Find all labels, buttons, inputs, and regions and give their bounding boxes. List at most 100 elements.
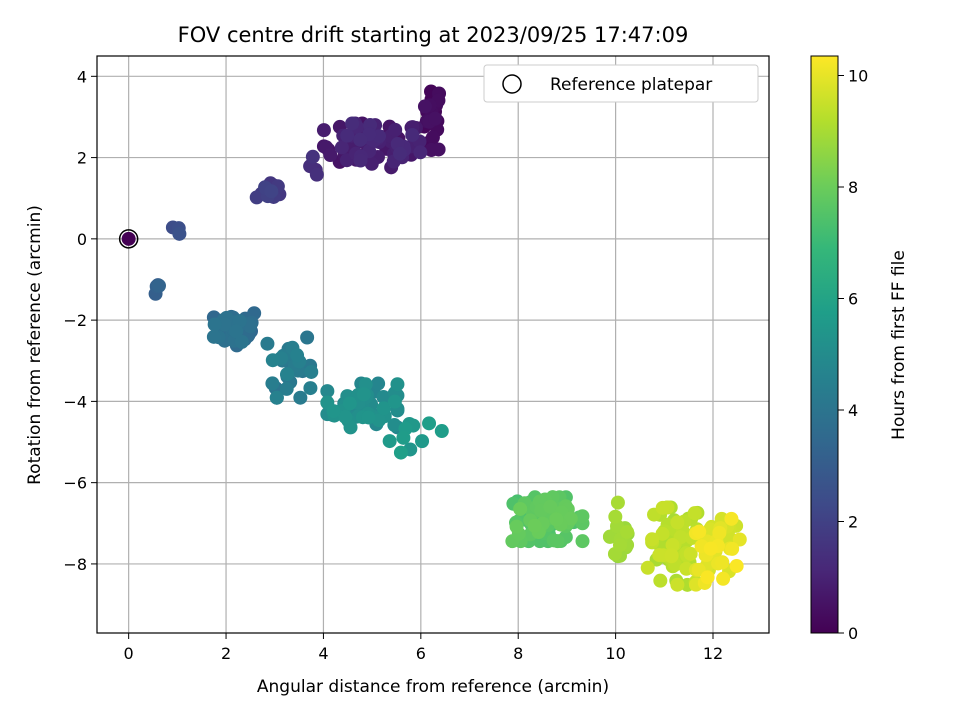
scatter-point xyxy=(217,317,232,332)
scatter-point xyxy=(388,122,403,137)
x-tick-label: 4 xyxy=(318,644,328,663)
scatter-point xyxy=(602,529,617,544)
scatter-point xyxy=(575,534,590,549)
scatter-point xyxy=(716,571,731,586)
scatter-point xyxy=(417,99,432,114)
x-tick-label: 8 xyxy=(513,644,523,663)
scatter-point xyxy=(376,401,391,416)
scatter-point xyxy=(279,381,294,396)
scatter-point xyxy=(371,413,386,428)
scatter-point xyxy=(172,226,187,241)
scatter-point xyxy=(353,153,368,168)
scatter-point xyxy=(265,353,280,368)
scatter-point xyxy=(316,123,331,138)
scatter-point xyxy=(434,424,449,439)
x-tick-label: 0 xyxy=(124,644,134,663)
scatter-point xyxy=(265,376,280,391)
x-tick-label: 10 xyxy=(605,644,625,663)
colorbar-tick-label: 2 xyxy=(848,513,858,532)
scatter-point xyxy=(703,541,718,556)
scatter-point xyxy=(715,555,730,570)
scatter-point xyxy=(655,526,670,541)
x-tick-label: 2 xyxy=(221,644,231,663)
scatter-point xyxy=(340,128,355,143)
colorbar-tick-label: 6 xyxy=(848,290,858,309)
scatter-point xyxy=(725,541,740,556)
y-tick-label: 0 xyxy=(77,230,87,249)
scatter-point xyxy=(509,519,524,534)
scatter-point xyxy=(692,524,707,539)
y-tick-label: −8 xyxy=(63,555,87,574)
scatter-point xyxy=(413,145,428,160)
scatter-point xyxy=(415,434,430,449)
y-tick-label: −2 xyxy=(63,311,87,330)
scatter-point xyxy=(293,390,308,405)
scatter-point xyxy=(670,577,685,592)
scatter-point xyxy=(343,420,358,435)
scatter-point xyxy=(151,278,166,293)
scatter-point xyxy=(655,500,670,515)
legend-label: Reference platepar xyxy=(550,75,712,95)
colorbar-tick-label: 10 xyxy=(848,67,868,86)
scatter-point xyxy=(382,434,397,449)
scatter-point xyxy=(683,546,698,561)
colorbar-label: Hours from first FF file xyxy=(889,250,909,440)
colorbar-tick-label: 4 xyxy=(848,401,858,420)
scatter-point xyxy=(361,410,376,425)
scatter-point xyxy=(422,416,437,431)
scatter-point xyxy=(229,324,244,339)
axis-ticks: 0 2 4 6 8 10 12 −8 −6 −4 −2 0 2 4 xyxy=(63,67,723,663)
x-axis-label: Angular distance from reference (arcmin) xyxy=(257,677,609,697)
scatter-point xyxy=(687,506,702,521)
scatter-point xyxy=(345,116,360,131)
scatter-point xyxy=(729,558,744,573)
scatter-point xyxy=(326,404,341,419)
scatter-point xyxy=(620,524,635,539)
scatter-point xyxy=(387,394,402,409)
scatter-point xyxy=(543,499,558,514)
scatter-point xyxy=(338,409,353,424)
reference-point-fill xyxy=(121,231,136,246)
colorbar-tick-label: 8 xyxy=(848,178,858,197)
scatter-point xyxy=(390,377,405,392)
scatter-point xyxy=(405,127,420,142)
scatter-point xyxy=(342,396,357,411)
scatter-point xyxy=(309,167,324,182)
scatter-point xyxy=(269,390,284,405)
scatter-point xyxy=(371,376,386,391)
scatter-point xyxy=(396,430,411,445)
scatter-point xyxy=(732,532,747,547)
scatter-point xyxy=(393,445,408,460)
axes-frame xyxy=(96,55,770,634)
data-points xyxy=(118,84,747,592)
colorbar-gradient xyxy=(810,55,839,634)
colorbar-tick-label: 0 xyxy=(848,624,858,643)
plot-frame xyxy=(96,55,770,634)
scatter-point xyxy=(207,317,222,332)
scatter-point xyxy=(670,515,685,530)
legend-marker-icon xyxy=(502,74,522,94)
scatter-point xyxy=(608,509,623,524)
y-tick-label: 2 xyxy=(77,149,87,168)
colorbar: 0 2 4 6 8 10 Hours from first FF file xyxy=(810,55,909,643)
scatter-point xyxy=(334,140,349,155)
scatter-point xyxy=(652,548,667,563)
y-tick-label: −4 xyxy=(63,392,87,411)
scatter-point xyxy=(612,538,627,553)
scatter-point xyxy=(320,384,335,399)
scatter-point xyxy=(206,329,221,344)
scatter-point xyxy=(428,111,443,126)
chart-title: FOV centre drift starting at 2023/09/25 … xyxy=(178,23,689,47)
scatter-point xyxy=(260,336,275,351)
scatter-point xyxy=(323,147,338,162)
scatter-point xyxy=(549,512,564,527)
scatter-point xyxy=(664,548,679,563)
scatter-point xyxy=(550,534,565,549)
y-axis-label: Rotation from reference (arcmin) xyxy=(25,205,45,485)
scatter-point xyxy=(653,573,668,588)
y-tick-label: −6 xyxy=(63,474,87,493)
x-tick-label: 6 xyxy=(416,644,426,663)
scatter-point xyxy=(527,518,542,533)
